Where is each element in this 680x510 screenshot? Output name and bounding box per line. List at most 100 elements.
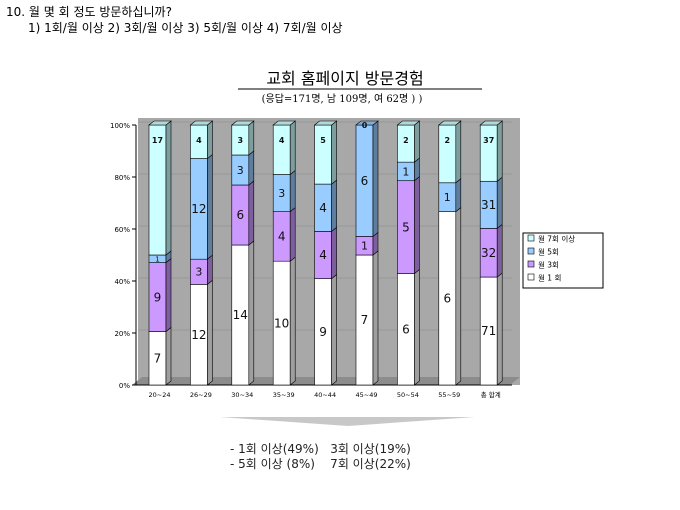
summary-line-2: - 5회 이상 (8%) 7회 이상(22%) [230,457,411,471]
bar-segment-side [455,207,462,386]
bar-segment-side [289,207,296,262]
x-tick-label: 50~54 [397,391,419,399]
data-label: 4 [196,136,202,145]
x-tick-label: 40~44 [314,391,336,399]
data-label: 6 [402,322,410,336]
data-label: 7 [361,313,369,327]
x-tick-label: 45~49 [356,391,378,399]
bar-top-face [230,120,255,126]
bar-segment [314,124,332,185]
data-label: 1 [402,165,409,178]
data-label: 1 [155,255,159,263]
data-label: 31 [481,198,496,212]
question-block: 10. 월 몇 회 정도 방문하십니까? 1) 1회/월 이상 2) 3회/월 … [6,4,343,36]
data-label: 5 [402,220,410,234]
data-label: 4 [319,248,327,262]
data-label: 3 [237,164,244,177]
bar-segment-side [331,179,337,232]
data-label: 10 [274,316,289,330]
bar-segment-side [248,240,255,386]
data-label: 4 [278,230,286,244]
bar-top-face [437,120,462,126]
bar-segment-side [331,120,337,185]
bar-segment-side [496,272,503,386]
data-label: 14 [233,308,248,322]
legend-label: 월 7회 이상 [538,234,575,244]
bar-segment-side [455,120,462,184]
data-label: 71 [481,324,496,338]
legend-label: 월 1 회 [538,273,561,283]
legend-swatch [527,234,535,242]
bar-segment-side [455,178,462,213]
data-label: 1 [444,191,451,204]
legend: 월 7회 이상월 5회월 3회월 1 회 [522,232,604,289]
data-label: 6 [236,208,244,222]
question-title: 10. 월 몇 회 정도 방문하십니까? [6,5,172,19]
data-label: 3 [238,136,244,145]
data-label: 4 [279,136,285,145]
data-label: 3 [278,187,285,200]
x-tick-label: 55~59 [438,391,460,399]
data-label: 9 [154,290,162,304]
bar-segment-side [331,274,337,386]
bar-segment-side [248,150,255,186]
bar-segment-side [207,254,213,285]
bar-segment-side [207,153,213,260]
x-tick-label: 30~34 [231,391,253,399]
data-label: 6 [443,292,451,306]
bar-top-face [272,120,297,126]
x-tick-label: 35~39 [273,391,295,399]
bar-segment-side [496,120,503,182]
legend-swatch [527,260,535,268]
legend-label: 월 3회 [538,260,559,270]
data-label: 12 [191,328,206,342]
data-label: 12 [191,202,206,216]
bar-top-face [148,120,172,126]
data-label: 5 [320,136,326,145]
question-options: 1) 1회/월 이상 2) 3회/월 이상 3) 5회/월 이상 4) 7회/월… [28,21,343,35]
bar-segment-side [289,256,296,386]
data-label: 2 [445,136,451,145]
data-label: 1 [361,240,368,253]
data-label: 9 [319,325,327,339]
bar-segment [438,124,457,184]
x-tick-label: 26~29 [190,391,212,399]
bar-segment-side [414,268,420,386]
bar-segment-side [331,226,337,280]
summary-notes: - 1회 이상(49%) 3회 이상(19%) - 5회 이상 (8%) 7회 이… [230,442,411,472]
divider-arrow [220,417,475,426]
summary-line-1: - 1회 이상(49%) 3회 이상(19%) [230,442,411,456]
data-label: 7 [154,351,162,365]
bar-segment-side [372,250,379,386]
x-tick-label: 총 합계 [481,390,501,399]
y-tick-label: 60% [114,226,130,234]
data-label: 37 [483,136,494,145]
bar-segment-side [496,176,503,230]
bar-segment-side [496,223,503,278]
bar-segment-side [414,176,420,275]
legend-label: 월 5회 [538,247,559,257]
bar-top-face [313,120,338,126]
data-label: 17 [152,136,163,145]
bar-segment-side [207,279,213,386]
data-label: 32 [481,246,496,260]
bar-segment-side [414,120,420,163]
y-tick-label: 100% [110,122,130,130]
bar-segment-side [165,326,172,386]
bar-segment-side [248,180,255,246]
bar-top-face [479,120,504,126]
data-label: 2 [403,136,409,145]
y-tick-label: 20% [114,330,130,338]
y-tick-label: 0% [119,382,130,390]
data-label: 6 [361,174,369,188]
y-tick-label: 80% [114,174,130,182]
legend-swatch [527,247,535,255]
chart-subtitle: (응답=171명, 남 109명, 여 62명 ) ) [262,93,423,105]
legend-swatch [527,273,535,281]
bar-top-face [355,120,379,126]
bar-segment [272,124,291,175]
bar-segment-side [289,169,296,213]
bar-segment-side [207,120,213,160]
y-tick-label: 40% [114,278,130,286]
